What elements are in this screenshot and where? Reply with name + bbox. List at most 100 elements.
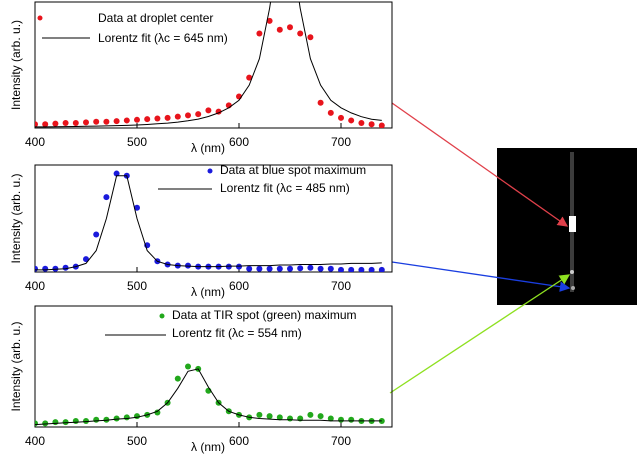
data-point (123, 414, 130, 421)
data-point (52, 120, 59, 127)
series (35, 368, 382, 426)
x-tick-label: 600 (229, 279, 249, 293)
x-tick-label: 700 (331, 434, 351, 448)
data-point (378, 266, 385, 272)
y-axis-label: Intensity (arb. u.) (9, 20, 23, 110)
data-point (368, 121, 375, 128)
data-point (103, 416, 110, 423)
x-tick-label: 400 (25, 434, 45, 448)
y-axis-label: Intensity (arb. u.) (9, 321, 23, 411)
data-point (317, 265, 324, 272)
data-point (83, 417, 89, 424)
data-point (144, 116, 151, 123)
series (35, 17, 385, 128)
data-point (113, 118, 120, 125)
data-point (134, 204, 140, 211)
data-point (42, 420, 49, 427)
data-point (348, 416, 355, 423)
x-axis-label: λ (nm) (191, 285, 225, 299)
data-point (62, 119, 69, 126)
legend-label: Lorentz fit (λc = 645 nm) (98, 31, 228, 45)
data-point (368, 266, 375, 272)
data-point (134, 116, 140, 123)
data-point (83, 256, 89, 263)
x-tick-label: 500 (127, 279, 147, 293)
x-tick-label: 500 (127, 434, 147, 448)
panel: 400 500 600 700 λ (nm) Intensity (arb. u.) Dat… (9, 163, 393, 299)
data-point (174, 375, 181, 382)
data-point (225, 263, 232, 270)
series (35, 2, 382, 128)
data-point (35, 265, 38, 272)
data-point (256, 411, 263, 418)
data-point (205, 107, 212, 114)
data-point (35, 420, 38, 427)
data-point (174, 113, 181, 120)
data-point (287, 415, 293, 422)
data-point (378, 122, 385, 128)
data-point (276, 26, 283, 33)
data-point (246, 74, 253, 81)
fit-line (35, 175, 382, 271)
data-point (164, 114, 171, 121)
data-point (327, 109, 334, 116)
data-point (185, 363, 191, 370)
data-point (236, 263, 242, 270)
data-point (266, 413, 273, 420)
data-point (52, 265, 59, 272)
fit-line (35, 368, 382, 426)
data-point (266, 265, 273, 272)
x-tick-label: 700 (331, 135, 351, 149)
data-point (195, 111, 202, 118)
x-tick-label: 500 (127, 135, 147, 149)
x-tick-label: 600 (229, 135, 249, 149)
data-point (338, 266, 344, 272)
data-point (52, 419, 59, 426)
data-point (62, 419, 69, 426)
x-axis-label: λ (nm) (191, 440, 225, 454)
series (35, 170, 385, 272)
data-point (42, 265, 49, 272)
micrograph (497, 148, 637, 305)
plot-frame (34, 305, 393, 428)
data-point (62, 264, 69, 271)
data-point (307, 34, 314, 41)
data-point (103, 194, 110, 201)
data-point (123, 117, 130, 124)
fit-line (35, 2, 382, 128)
legend-label: Data at blue spot maximum (220, 163, 366, 177)
plot-frame (34, 1, 393, 129)
data-point (266, 17, 273, 24)
data-point (348, 117, 355, 124)
data-point (256, 30, 263, 37)
legend-label: Data at droplet center (98, 11, 213, 25)
data-point (307, 411, 314, 418)
arrow (391, 261, 571, 292)
data-point (317, 413, 324, 420)
y-axis-label: Intensity (arb. u.) (9, 173, 23, 263)
legend-label: Lorentz fit (λc = 554 nm) (172, 326, 302, 340)
panel: 400 500 600 700 λ (nm) Intensity (arb. u.) Dat… (9, 1, 393, 155)
x-axis-label: λ (nm) (191, 141, 225, 155)
data-point (35, 121, 38, 128)
data-point (154, 409, 161, 416)
data-point (113, 415, 120, 422)
x-tick-label: 400 (25, 135, 45, 149)
x-tick-label: 700 (331, 279, 351, 293)
data-point (134, 413, 140, 420)
panel: 400 500 600 700 λ (nm) Intensity (arb. u.) Dat… (9, 305, 393, 454)
legend-marker (159, 313, 165, 319)
arrow (389, 274, 571, 394)
plot-frame (34, 164, 393, 273)
x-tick-label: 400 (25, 279, 45, 293)
data-point (327, 415, 334, 422)
data-point (327, 265, 334, 272)
data-point (185, 112, 191, 119)
data-point (348, 266, 355, 272)
data-point (287, 265, 293, 272)
data-point (185, 262, 191, 269)
data-point (297, 30, 304, 37)
data-point (72, 119, 79, 126)
